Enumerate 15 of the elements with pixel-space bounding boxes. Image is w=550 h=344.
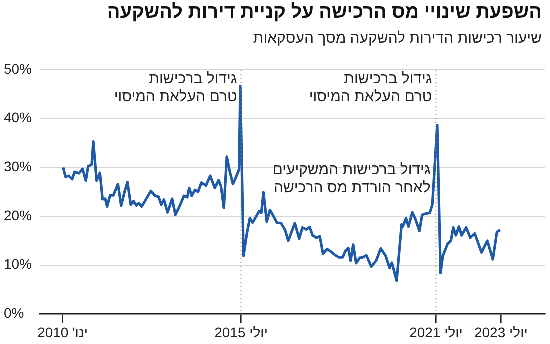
ref-line-label: גידול ברכישות טרם העלאת המיסוי [309, 70, 432, 106]
x-tick-label: יולי 2023 [474, 324, 528, 340]
chart-subtitle: שיעור רכישות הדירות להשקעה מסך העסקאות [253, 30, 542, 47]
y-tick-label: 40% [4, 110, 32, 126]
x-tick-label: יולי 2015 [214, 324, 268, 340]
y-tick-label: 10% [4, 256, 32, 272]
ref-line-label: גידול ברכישות טרם העלאת המיסוי [114, 70, 238, 106]
y-tick-label: 50% [4, 60, 32, 77]
y-tick-label: 0% [4, 305, 24, 322]
annotation: גידול ברכישות המשקיעים לאחר הורדת מס הרכישה [272, 161, 431, 196]
x-tick-label: יולי 2021 [410, 324, 463, 340]
x-tick-label: ינו' 2010 [38, 324, 88, 340]
y-tick-label: 20% [4, 207, 32, 224]
y-tick-label: 30% [4, 158, 32, 175]
chart-title: השפעת שינויי מס הרכישה על קניית דירות להשקעה [107, 2, 542, 24]
